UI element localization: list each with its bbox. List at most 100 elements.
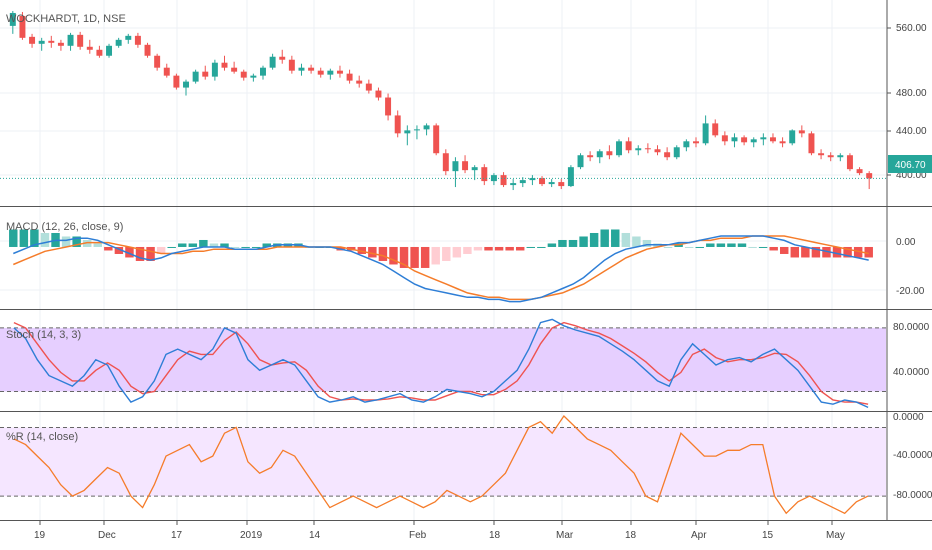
time-label-feb: Feb xyxy=(409,530,427,541)
macd-histogram-bar-15 xyxy=(167,246,176,248)
macd-histogram-bar-10 xyxy=(114,246,124,254)
candle-body-20 xyxy=(202,71,209,77)
candle-body-5 xyxy=(57,42,64,46)
macd-pane[interactable] xyxy=(9,229,873,303)
band-layer xyxy=(0,327,886,497)
candle-body-13 xyxy=(134,35,141,45)
time-label-19: 19 xyxy=(34,530,46,541)
macd-histogram-bar-53 xyxy=(568,239,578,247)
candle-body-58 xyxy=(567,167,574,187)
macd-histogram-bar-58 xyxy=(621,232,631,247)
wr-tick-neg80: -80.0000 xyxy=(893,490,932,501)
candle-body-50 xyxy=(490,175,497,182)
candle-body-36 xyxy=(356,80,363,84)
macd-histogram-bar-45 xyxy=(484,246,493,251)
candle-body-85 xyxy=(827,155,834,158)
price-pane[interactable] xyxy=(0,10,886,191)
candle-body-21 xyxy=(211,62,218,77)
candle-body-43 xyxy=(423,125,430,130)
macd-histogram-bar-69 xyxy=(737,243,747,247)
wr-tick-neg40: -40.0000 xyxy=(893,450,932,461)
candle-body-14 xyxy=(144,44,151,56)
stoch-tick-80: 80.0000 xyxy=(893,322,930,333)
macd-histogram-bar-21 xyxy=(230,246,240,248)
stoch-pane[interactable] xyxy=(13,318,869,409)
candle-body-27 xyxy=(269,56,276,68)
time-label-18-mar: 18 xyxy=(625,530,637,541)
macd-histogram-bar-20 xyxy=(220,243,229,247)
candle-body-57 xyxy=(558,182,565,187)
candle-body-82 xyxy=(798,130,805,134)
time-label-15: 15 xyxy=(762,530,774,541)
candle-body-38 xyxy=(375,90,382,98)
macd-histogram-bar-37 xyxy=(399,246,409,268)
stoch-pane-label: Stoch (14, 3, 3) xyxy=(6,329,81,341)
candle-body-12 xyxy=(125,35,132,40)
time-label-apr: Apr xyxy=(691,530,707,541)
macd-histogram-bar-23 xyxy=(251,246,261,248)
macd-histogram-bar-36 xyxy=(389,246,398,265)
macd-histogram-bar-8 xyxy=(93,243,102,247)
candle-body-23 xyxy=(231,67,238,72)
time-label-dec: Dec xyxy=(98,530,116,541)
candle-body-53 xyxy=(519,180,526,184)
candle-body-73 xyxy=(712,123,719,136)
candle-body-56 xyxy=(548,182,555,185)
candle-body-87 xyxy=(846,155,853,170)
macd-histogram-bar-0 xyxy=(9,229,18,247)
candle-body-80 xyxy=(779,141,786,144)
wr-pane[interactable] xyxy=(13,414,869,515)
candle-body-55 xyxy=(539,178,546,185)
stoch-tick-0: 0.0000 xyxy=(893,412,924,423)
time-label-2019: 2019 xyxy=(240,530,263,541)
candle-body-81 xyxy=(789,130,796,144)
macd-histogram-bar-74 xyxy=(790,246,800,258)
macd-histogram-bar-80 xyxy=(853,246,863,258)
time-label-18-feb: 18 xyxy=(489,530,501,541)
candle-body-16 xyxy=(163,67,170,76)
last-price-tag xyxy=(888,155,932,173)
macd-histogram-bar-54 xyxy=(579,236,588,247)
macd-histogram-bar-52 xyxy=(558,239,567,247)
macd-histogram-bar-64 xyxy=(684,246,694,248)
candle-body-63 xyxy=(616,141,622,156)
candle-body-76 xyxy=(741,137,748,143)
macd-histogram-bar-67 xyxy=(716,243,726,247)
macd-histogram-bar-48 xyxy=(515,246,525,251)
candle-body-88 xyxy=(856,169,863,174)
candle-body-7 xyxy=(77,34,84,47)
candle-body-62 xyxy=(606,151,613,156)
macd-histogram-bar-17 xyxy=(188,243,198,247)
macd-histogram-bar-16 xyxy=(178,243,187,247)
candle-body-49 xyxy=(481,167,488,182)
macd-histogram-bar-66 xyxy=(706,243,715,247)
macd-signal-line xyxy=(13,235,869,301)
price-pane-label: WOCKHARDT, 1D, NSE xyxy=(6,13,126,25)
macd-histogram-bar-60 xyxy=(642,239,652,247)
candle-body-39 xyxy=(385,97,392,116)
macd-histogram-bar-3 xyxy=(40,232,50,247)
candle-body-84 xyxy=(818,153,825,156)
macd-histogram-bar-59 xyxy=(632,236,641,247)
candle-body-15 xyxy=(154,55,161,68)
macd-histogram-bar-1 xyxy=(19,229,29,247)
macd-histogram-bar-55 xyxy=(589,232,599,247)
candle-body-42 xyxy=(413,129,420,131)
macd-histogram-bar-72 xyxy=(769,246,778,251)
frame-layer xyxy=(0,0,932,525)
time-label-may: May xyxy=(826,530,845,541)
candle-body-26 xyxy=(260,67,266,76)
macd-histogram-bar-12 xyxy=(135,246,145,261)
last-price-tag-text: 406.70 xyxy=(895,160,926,171)
candle-body-22 xyxy=(221,62,228,68)
macd-histogram-bar-24 xyxy=(262,243,271,247)
macd-histogram-bar-51 xyxy=(547,243,557,247)
stoch-tick-40: 40.0000 xyxy=(893,367,930,378)
candle-body-70 xyxy=(683,141,690,148)
candle-body-6 xyxy=(67,34,74,46)
candle-body-40 xyxy=(394,115,401,134)
candle-body-11 xyxy=(115,39,122,46)
macd-histogram-bar-14 xyxy=(156,246,166,254)
candle-body-51 xyxy=(500,175,507,186)
macd-histogram-bar-22 xyxy=(241,246,250,248)
